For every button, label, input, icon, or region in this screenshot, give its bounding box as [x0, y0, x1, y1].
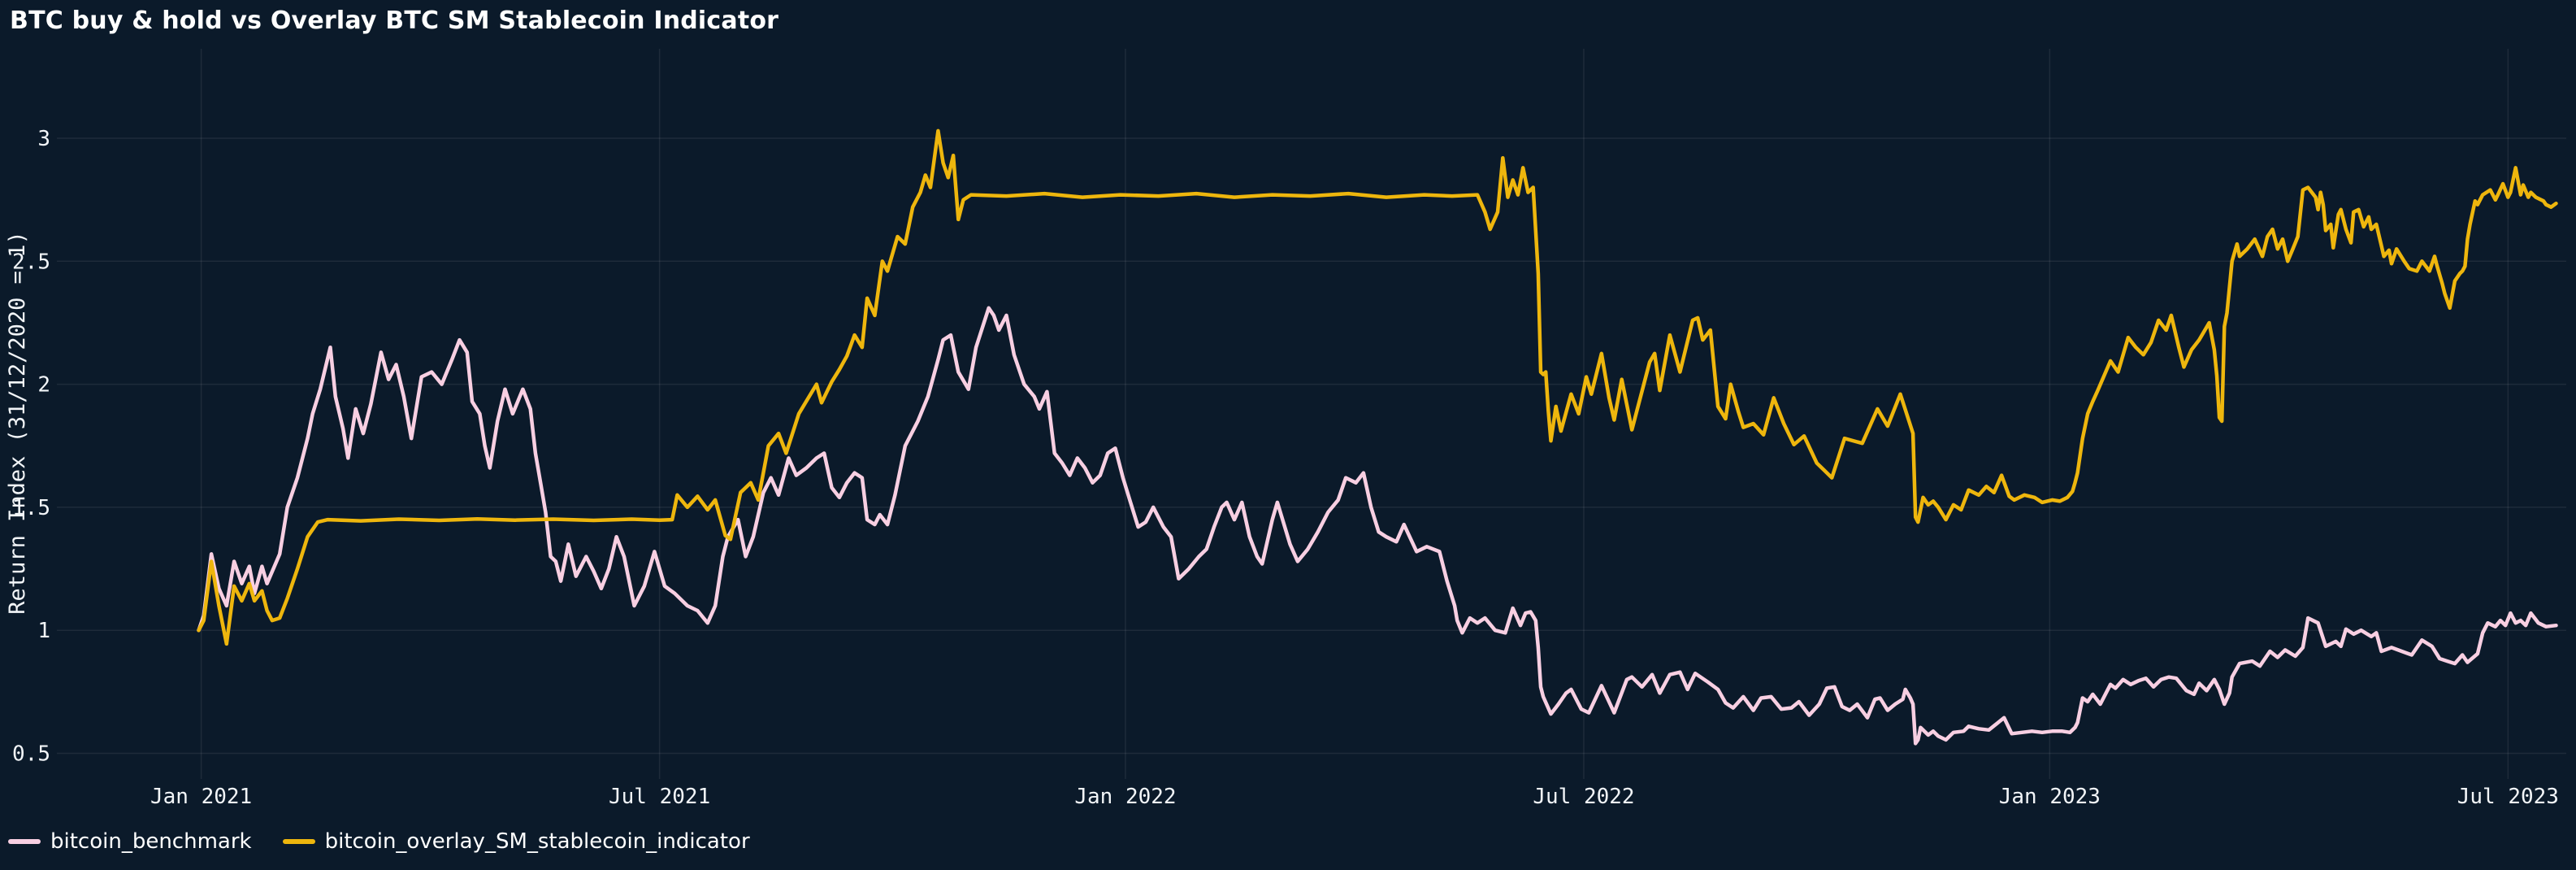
legend-item-bitcoin-overlay-sm-stablecoin-indicator[interactable]: bitcoin_overlay_SM_stablecoin_indicator	[282, 829, 750, 854]
legend-label: bitcoin_overlay_SM_stablecoin_indicator	[324, 829, 750, 854]
series-line-bitcoin_benchmark	[197, 306, 2558, 746]
legend-item-bitcoin-benchmark[interactable]: bitcoin_benchmark	[8, 829, 252, 854]
page-title: BTC buy & hold vs Overlay BTC SM Stablec…	[10, 7, 779, 35]
legend: bitcoin_benchmark bitcoin_overlay_SM_sta…	[8, 829, 750, 854]
legend-label: bitcoin_benchmark	[50, 829, 252, 854]
overlay-line-swatch-icon	[282, 839, 315, 844]
svg-text:2.5: 2.5	[12, 250, 50, 274]
svg-text:Jan 2022: Jan 2022	[1074, 785, 1176, 809]
benchmark-line-swatch-icon	[8, 839, 41, 844]
svg-text:3: 3	[37, 127, 50, 151]
svg-text:Jul 2021: Jul 2021	[609, 785, 710, 809]
svg-text:Jan 2023: Jan 2023	[1999, 785, 2101, 809]
series-lines	[197, 128, 2558, 746]
svg-text:Jan 2021: Jan 2021	[150, 785, 252, 809]
svg-text:Jul 2023: Jul 2023	[2457, 785, 2559, 809]
y-axis-title: Return Index (31/12/2020 = 1)	[5, 231, 30, 614]
svg-text:1.5: 1.5	[12, 496, 50, 520]
x-gridlines	[200, 49, 2509, 779]
series-line-bitcoin_overlay_SM_stablecoin_indicator	[197, 128, 2558, 646]
y-tick-labels: 0.5 1 1.5 2 2.5 3	[12, 127, 50, 767]
svg-text:0.5: 0.5	[12, 742, 50, 767]
svg-text:Jul 2022: Jul 2022	[1533, 785, 1634, 809]
svg-text:2: 2	[37, 373, 50, 398]
y-gridlines	[57, 137, 2566, 755]
svg-text:1: 1	[37, 619, 50, 643]
x-tick-labels: Jan 2021 Jul 2021 Jan 2022 Jul 2022 Jan 2023…	[150, 785, 2559, 809]
